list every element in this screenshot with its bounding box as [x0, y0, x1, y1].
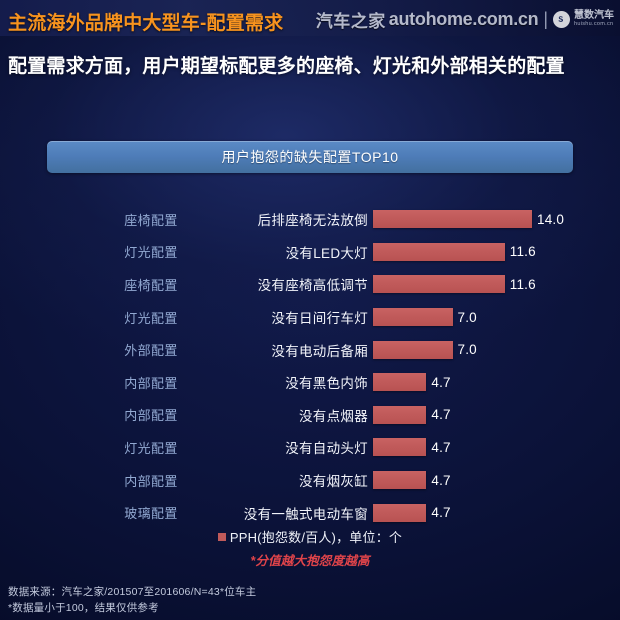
row-category-label: 没有点烟器: [299, 408, 368, 424]
row-group-label: 灯光配置: [124, 245, 178, 261]
chart-row: 玻璃配置 没有一触式电动车窗 4.7: [0, 496, 620, 529]
chart-legend: PPH(抱怨数/百人)，单位：个 *分值越大抱怨度越高: [0, 527, 620, 569]
chart-row: 座椅配置 后排座椅无法放倒 14.0: [0, 203, 620, 236]
row-category-label: 没有日间行车灯: [271, 311, 368, 327]
bar-value-label: 4.7: [431, 505, 451, 521]
bar: [373, 210, 532, 229]
row-group-label: 内部配置: [124, 375, 178, 391]
watermark-site-cn: 汽车之家: [315, 12, 386, 31]
footnote-source: 数据来源：汽车之家/201507至201606/N=43*位车主: [8, 586, 257, 598]
row-bar-area: 4.7: [373, 503, 620, 522]
row-group-label: 内部配置: [124, 408, 178, 424]
page-header: 主流海外品牌中大型车-配置需求 汽车之家 autohome.com.cn | 慧…: [0, 0, 620, 36]
bar-value-label: 11.6: [509, 244, 536, 260]
legend-label: PPH(抱怨数/百人)，单位：个: [229, 530, 403, 545]
watermark-brand: 慧数汽车 huishu.com.cn: [574, 11, 614, 27]
row-bar-area: 7.0: [373, 308, 620, 327]
watermark-brand-cn: 慧数汽车: [574, 10, 614, 22]
row-group-label: 座椅配置: [124, 277, 178, 293]
bar: [373, 471, 427, 490]
row-group-label: 灯光配置: [124, 440, 178, 456]
chart-title: 用户抱怨的缺失配置TOP10: [221, 149, 399, 165]
row-bar-area: 11.6: [373, 242, 620, 261]
bar: [373, 373, 427, 392]
row-bar-area: 4.7: [373, 373, 620, 392]
row-group-label: 外部配置: [124, 343, 178, 359]
row-bar-area: 14.0: [373, 210, 620, 229]
row-category-label: 没有LED大灯: [285, 245, 368, 261]
row-category-label: 没有座椅高低调节: [257, 278, 368, 294]
bar-value-label: 7.0: [457, 342, 477, 358]
row-category-label: 没有一触式电动车窗: [243, 506, 368, 522]
row-group-label: 灯光配置: [124, 310, 178, 326]
row-bar-area: 7.0: [373, 340, 620, 359]
chart-row: 内部配置 没有烟灰缸 4.7: [0, 464, 620, 497]
watermark-site-url: autohome.com.cn: [388, 9, 539, 29]
watermark: 汽车之家 autohome.com.cn | 慧数汽车 huishu.com.c…: [316, 7, 614, 32]
legend-entry: PPH(抱怨数/百人)，单位：个: [217, 527, 403, 546]
bar: [373, 308, 453, 327]
row-group-label: 玻璃配置: [124, 506, 178, 522]
bar: [373, 340, 453, 359]
row-group-label: 内部配置: [124, 473, 178, 489]
subtitle: 配置需求方面，用户期望标配更多的座椅、灯光和外部相关的配置: [8, 56, 565, 77]
bar-value-label: 4.7: [431, 439, 451, 455]
bar-value-label: 14.0: [537, 211, 565, 227]
row-category-label: 没有烟灰缸: [299, 474, 368, 490]
row-bar-area: 4.7: [373, 405, 620, 424]
watermark-brand-en: huishu.com.cn: [574, 20, 614, 27]
chart-row: 灯光配置 没有日间行车灯 7.0: [0, 301, 620, 334]
legend-swatch-icon: [217, 532, 226, 541]
row-bar-area: 4.7: [373, 438, 620, 457]
bar: [373, 275, 505, 294]
page-title: 主流海外品牌中大型车-配置需求: [8, 13, 284, 34]
bar: [373, 405, 427, 424]
row-category-label: 后排座椅无法放倒: [257, 213, 368, 229]
chart-row: 内部配置 没有点烟器 4.7: [0, 399, 620, 432]
row-bar-area: 4.7: [373, 471, 620, 490]
header-background: [0, 0, 620, 36]
bar: [373, 242, 505, 261]
watermark-separator: |: [543, 9, 548, 29]
bar: [373, 503, 427, 522]
bar: [373, 438, 427, 457]
row-category-label: 没有自动头灯: [285, 441, 368, 457]
chart-title-banner: 用户抱怨的缺失配置TOP10: [47, 141, 573, 173]
row-category-label: 没有黑色内饰: [285, 376, 368, 392]
chart-row: 外部配置 没有电动后备厢 7.0: [0, 333, 620, 366]
chart-row: 座椅配置 没有座椅高低调节 11.6: [0, 268, 620, 301]
row-category-label: 没有电动后备厢: [271, 343, 368, 359]
footnote-caveat: *数据量小于100，结果仅供参考: [8, 601, 159, 614]
chart-row: 灯光配置 没有LED大灯 11.6: [0, 236, 620, 269]
chart-row: 灯光配置 没有自动头灯 4.7: [0, 431, 620, 464]
bar-value-label: 7.0: [457, 309, 477, 325]
bar-value-label: 4.7: [431, 374, 451, 390]
bar-value-label: 4.7: [431, 407, 451, 423]
bar-value-label: 4.7: [431, 472, 451, 488]
huishu-logo-icon: [553, 11, 570, 28]
bar-chart: 座椅配置 后排座椅无法放倒 14.0 灯光配置 没有LED大灯 11.6 座椅配置 没有座椅高…: [0, 203, 620, 529]
row-bar-area: 11.6: [373, 275, 620, 294]
row-group-label: 座椅配置: [124, 212, 178, 228]
footnote: 数据来源：汽车之家/201507至201606/N=43*位车主 *数据量小于1…: [8, 585, 256, 617]
bar-value-label: 11.6: [509, 276, 536, 292]
legend-note: *分值越大抱怨度越高: [250, 554, 370, 568]
chart-row: 内部配置 没有黑色内饰 4.7: [0, 366, 620, 399]
